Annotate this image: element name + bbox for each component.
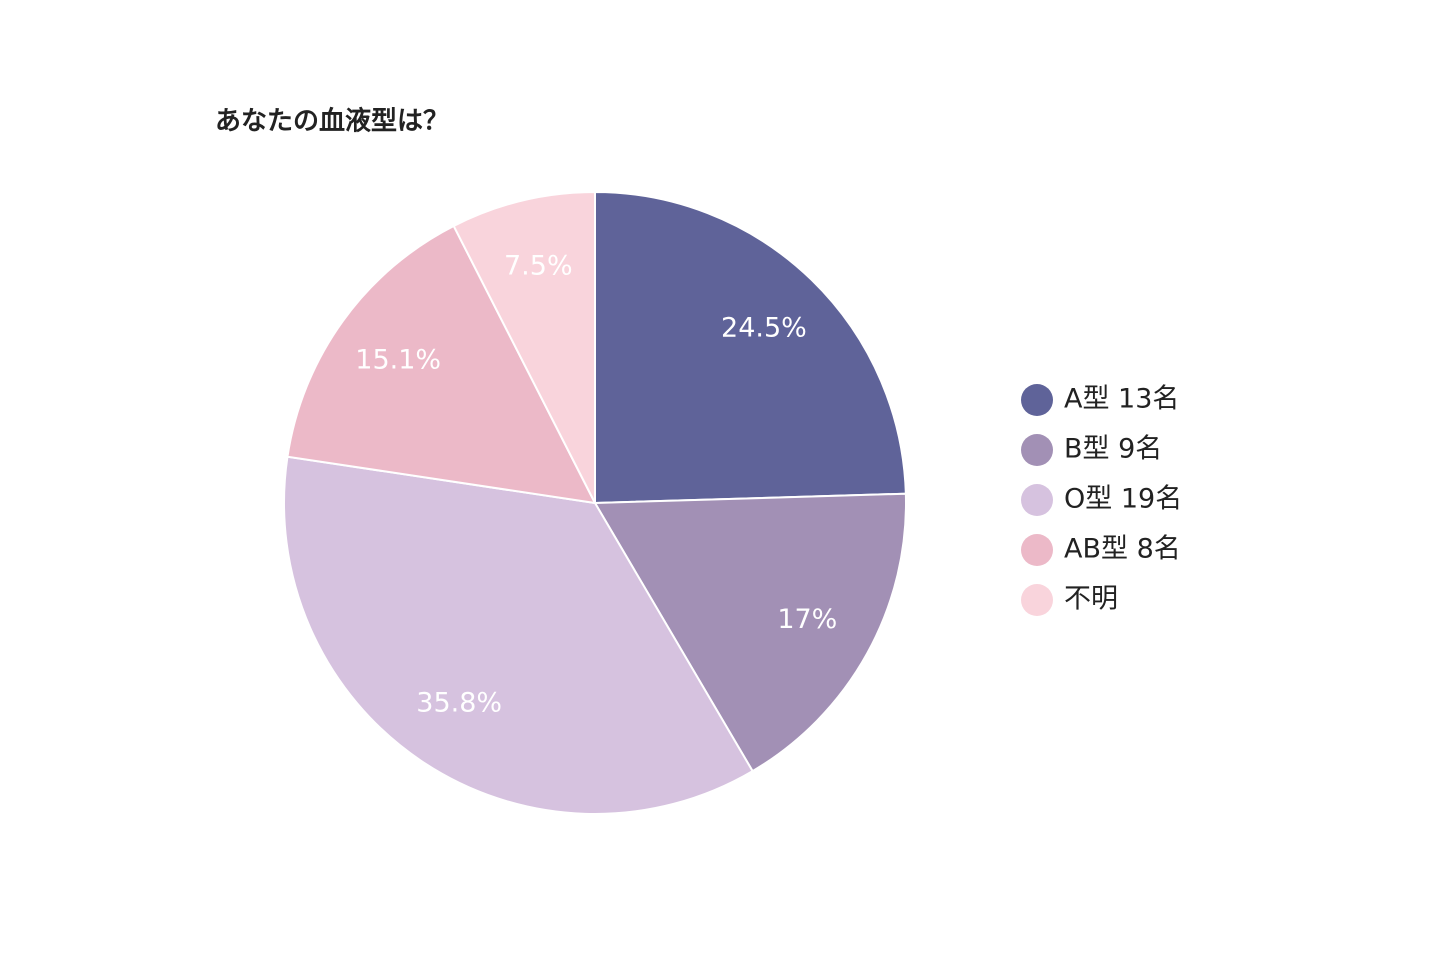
- legend-label: 不明: [1064, 584, 1118, 615]
- legend-marker: [1021, 584, 1053, 616]
- value-label: 24.5%: [721, 312, 807, 343]
- pie-slice: [594, 190, 907, 505]
- legend-marker: [1021, 384, 1053, 416]
- legend-label: O型 19名: [1064, 484, 1182, 515]
- pie-slice: [286, 224, 597, 505]
- pie-slice: [593, 492, 907, 773]
- value-label: 7.5%: [504, 251, 573, 282]
- value-label: 35.8%: [416, 687, 502, 718]
- chart-title: あなたの血液型は？: [215, 107, 449, 137]
- value-label: 15.1%: [355, 345, 441, 376]
- legend-marker: [1021, 434, 1053, 466]
- legend-label: A型 13名: [1064, 384, 1179, 415]
- legend-marker: [1021, 534, 1053, 566]
- pie-slice: [283, 455, 754, 815]
- value-label: 17%: [777, 604, 837, 635]
- legend-label: AB型 8名: [1064, 534, 1181, 565]
- pie-slice: [452, 190, 596, 504]
- legend-marker: [1021, 484, 1053, 516]
- legend-label: B型 9名: [1064, 434, 1162, 465]
